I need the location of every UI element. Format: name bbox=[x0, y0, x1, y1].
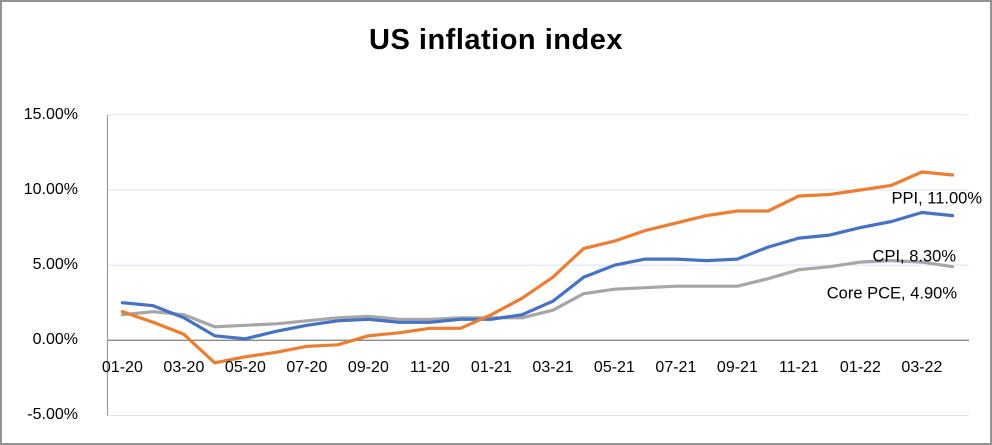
series-line-cpi bbox=[120, 210, 955, 341]
x-tick-label: 11-20 bbox=[410, 359, 450, 376]
x-tick-label: 09-21 bbox=[716, 359, 758, 376]
x-tick-label: 01-22 bbox=[839, 359, 881, 376]
y-tick-label: 10.00% bbox=[23, 181, 78, 198]
data-label-core-pce: Core PCE, 4.90% bbox=[826, 284, 957, 303]
x-tick-label: 05-21 bbox=[593, 359, 635, 376]
data-label-cpi: CPI, 8.30% bbox=[872, 247, 956, 266]
x-tick-label: 03-21 bbox=[532, 359, 574, 376]
series-line-core-pce bbox=[120, 259, 955, 329]
data-label-ppi: PPI, 11.00% bbox=[891, 189, 982, 208]
x-tick-label: 03-22 bbox=[901, 359, 943, 376]
x-tick-label: 03-20 bbox=[163, 359, 205, 376]
y-tick-label: 5.00% bbox=[32, 256, 78, 274]
series-line-ppi bbox=[120, 170, 955, 365]
x-tick-label: 01-20 bbox=[101, 359, 143, 376]
x-tick-label: 07-20 bbox=[286, 359, 328, 376]
x-tick-label: 01-21 bbox=[470, 359, 512, 376]
x-tick-label: 11-21 bbox=[779, 359, 819, 376]
y-tick-label: 15.00% bbox=[23, 105, 78, 123]
x-tick-label: 05-20 bbox=[224, 359, 266, 376]
y-tick-label: 0.00% bbox=[32, 331, 78, 349]
x-tick-label: 09-20 bbox=[347, 359, 389, 376]
y-tick-label: -5.00% bbox=[27, 406, 78, 424]
chart-title: US inflation index bbox=[369, 24, 623, 56]
x-tick-label: 07-21 bbox=[655, 359, 697, 376]
